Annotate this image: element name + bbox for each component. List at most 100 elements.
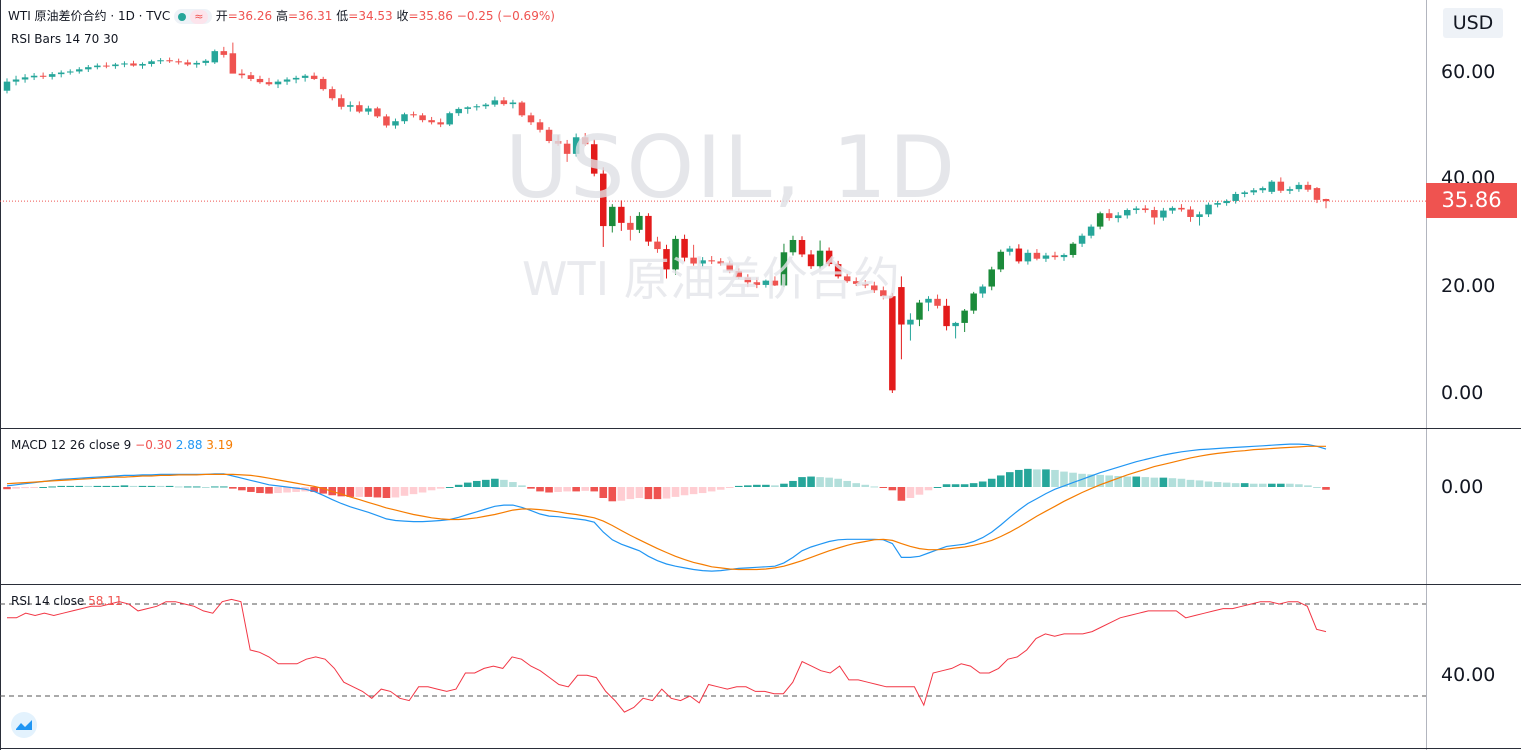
tradingview-logo-icon[interactable] [11, 712, 37, 738]
candle-body [536, 122, 544, 130]
signal-line [6, 445, 1326, 571]
candle-body [1078, 235, 1086, 244]
macd-tick-0: 0.00 [1441, 476, 1484, 498]
candle-body [3, 81, 11, 91]
candle-body [600, 173, 607, 227]
candle-body [1232, 193, 1239, 201]
high-label: 高 [275, 9, 288, 23]
candle-body [572, 137, 580, 154]
currency-button[interactable]: USD [1443, 8, 1503, 38]
candle-body [21, 77, 29, 80]
macd-histogram-bar [951, 484, 960, 487]
candle-body [798, 239, 806, 255]
macd-histogram-bar [472, 480, 481, 487]
rsi-bars-legend[interactable]: RSI Bars 14 70 30 [11, 32, 119, 46]
macd-histogram-bar [1159, 477, 1168, 487]
macd-histogram-bar [274, 487, 282, 494]
candle-body [1069, 243, 1077, 255]
macd-histogram-bar [1240, 483, 1249, 487]
candle-body [1123, 210, 1131, 216]
symbol-title[interactable]: WTI 原油差价合约 · 1D · TVC [8, 9, 171, 23]
candle-body [283, 79, 291, 82]
candle-body [374, 108, 381, 117]
candle-body [907, 319, 914, 325]
market-status-icon [178, 12, 187, 21]
macd-histogram-bar [1322, 487, 1330, 490]
macd-histogram-bar [996, 475, 1005, 487]
macd-histogram-bar [536, 487, 544, 492]
macd-histogram-bar [716, 487, 725, 490]
macd-histogram-bar [210, 486, 219, 488]
candle-body [871, 285, 878, 291]
candle-body [509, 102, 517, 105]
candle-body [780, 252, 788, 286]
macd-histogram-bar [129, 485, 138, 487]
macd-histogram-bar [545, 487, 553, 493]
candle-body [1015, 248, 1023, 262]
candle-body [554, 141, 562, 144]
candle-body [265, 82, 273, 85]
candle-body [825, 250, 833, 265]
macd-histogram-bar [1114, 476, 1123, 487]
candle-body [1223, 200, 1230, 204]
candle-body [184, 62, 191, 65]
candle-body [843, 276, 851, 282]
candle-body [292, 77, 300, 80]
candle-body [446, 113, 453, 125]
macd-title: MACD 12 26 close 9 [11, 438, 132, 452]
candle-body [130, 63, 137, 66]
macd-histogram-bar [725, 487, 734, 488]
macd-histogram-bar [84, 485, 93, 487]
macd-histogram-bar [662, 487, 671, 499]
candle-body [491, 100, 499, 105]
macd-histogram-bar [1060, 471, 1068, 487]
candle-body [952, 322, 959, 327]
open-value: =36.26 [227, 9, 273, 23]
candle-body [609, 206, 616, 227]
macd-histogram-bar [75, 485, 84, 487]
macd-histogram-bar [427, 487, 436, 491]
macd-histogram-bar [346, 487, 355, 497]
indicator-pills[interactable]: ≈ [174, 9, 212, 24]
candle-body [57, 72, 65, 75]
macd-histogram-bar [554, 487, 562, 492]
macd-histogram-bar [1258, 483, 1267, 487]
candle-body [898, 287, 905, 325]
candle-body [85, 67, 92, 70]
macd-histogram-bar [120, 485, 129, 487]
candle-body [211, 51, 219, 63]
macd-histogram-bar [93, 485, 102, 487]
macd-histogram-bar [454, 484, 463, 487]
candle-body [527, 115, 535, 123]
candle-body [1024, 252, 1032, 262]
candle-body [410, 114, 417, 116]
candle-body [590, 144, 598, 174]
macd-histogram-bar [1006, 472, 1014, 487]
candle-body [121, 63, 128, 65]
macd-histogram-bar [1295, 484, 1303, 487]
macd-signal-value: 3.19 [206, 438, 234, 452]
open-label: 开 [215, 9, 228, 23]
candle-body [518, 102, 526, 116]
candle-body [383, 116, 390, 126]
macd-histogram-bar [1132, 476, 1141, 487]
candle-body [437, 122, 444, 125]
watermark-ticker: USOIL, 1D [505, 118, 958, 218]
macd-histogram-bar [1286, 483, 1294, 487]
macd-histogram-bar [409, 487, 418, 495]
candle-body [627, 222, 634, 230]
macd-line-value: 2.88 [175, 438, 203, 452]
candle-body [202, 60, 210, 63]
macd-histogram-bar [689, 487, 698, 495]
candle-body [1268, 181, 1276, 192]
macd-histogram-bar [319, 487, 327, 494]
candle-body [12, 79, 20, 82]
macd-histogram-bar [852, 483, 861, 487]
candle-body [1178, 207, 1185, 210]
macd-legend[interactable]: MACD 12 26 close 9 −0.30 2.88 3.19 [11, 438, 233, 452]
wave-icon: ≈ [189, 9, 208, 24]
macd-histogram-bar [482, 479, 490, 487]
rsi-legend[interactable]: RSI 14 close 58.11 [11, 594, 123, 608]
last-price-tag: 35.86 [1426, 183, 1517, 218]
